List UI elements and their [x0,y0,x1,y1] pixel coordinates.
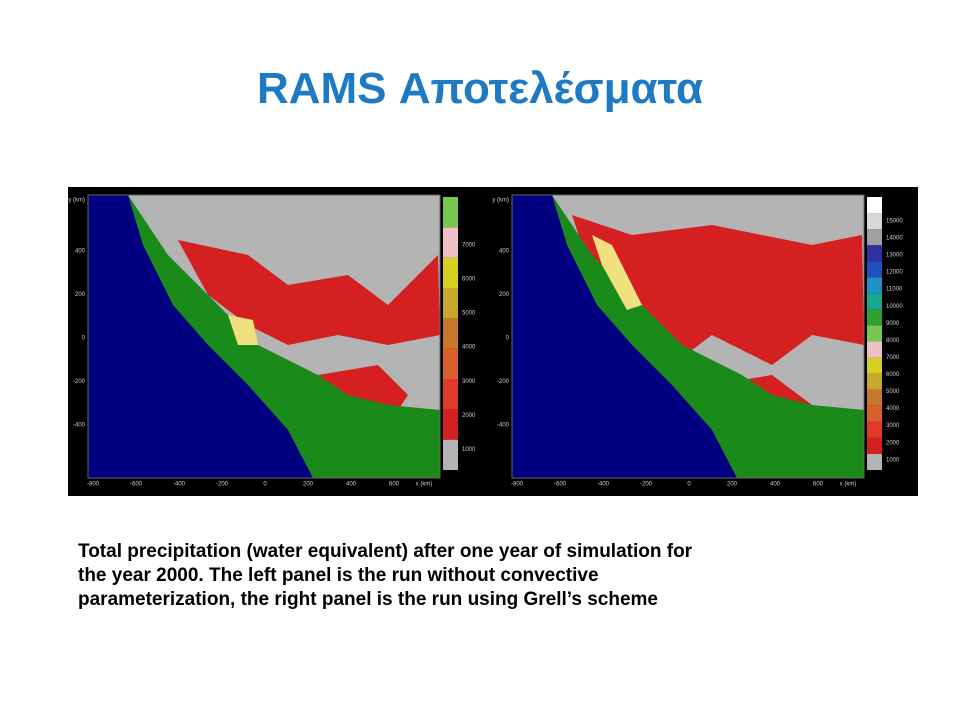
colorbar-swatch [867,293,882,310]
colorbar-label: 6000 [462,276,476,282]
y-tick-label: 400 [75,249,86,255]
x-tick-label: -600 [130,482,143,488]
x-axis-unit: x (km) [840,482,857,488]
caption-line: the year 2000. The left panel is the run… [78,565,599,586]
map-low-precip [118,195,440,478]
colorbar-swatch [867,197,882,214]
colorbar-label: 13000 [886,253,903,259]
x-tick-label: 0 [687,482,691,488]
map-peak [228,315,258,345]
x-tick-label: -600 [554,482,567,488]
colorbar-swatch [867,405,882,422]
x-tick-label: 600 [813,482,824,488]
x-tick-label: 200 [727,482,738,488]
x-tick-label: 400 [770,482,781,488]
colorbar-swatch [867,325,882,342]
colorbar-swatch [867,421,882,438]
colorbar-swatch [443,439,458,470]
map-ocean [512,195,737,478]
colorbar-swatch [867,277,882,294]
colorbar-label: 12000 [886,270,903,276]
y-tick-label: -400 [497,423,510,429]
colorbar-label: 2000 [462,413,476,419]
colorbar-label: 5000 [462,311,476,317]
colorbar-label: 7000 [462,242,476,248]
colorbar-swatch [867,261,882,278]
y-tick-label: -200 [73,379,86,385]
y-axis-unit: y (km) [492,198,509,204]
colorbar-swatch [443,288,458,319]
colorbar-label: 2000 [886,440,900,446]
colorbar-swatch [443,409,458,440]
map-low-precip [542,195,864,478]
colorbar-label: 11000 [886,287,903,293]
colorbar-label: 6000 [886,372,900,378]
colorbar-label: 1000 [886,457,900,463]
colorbar-swatch [867,453,882,470]
colorbar-label: 4000 [462,345,476,351]
y-tick-label: 0 [506,336,510,342]
y-tick-label: 200 [499,292,510,298]
x-tick-label: -200 [216,482,229,488]
colorbar-label: 3000 [462,379,476,385]
colorbar-label: 3000 [886,423,900,429]
colorbar-swatch [867,389,882,406]
colorbar-swatch [867,229,882,246]
colorbar-label: 14000 [886,236,903,242]
x-tick-label: 600 [389,482,400,488]
x-tick-label: -800 [511,482,524,488]
colorbar-label: 15000 [886,218,903,224]
y-axis-unit: y (km) [68,198,85,204]
map-peak [592,235,642,310]
y-tick-label: 200 [75,292,86,298]
x-tick-label: -400 [597,482,610,488]
colorbar-swatch [867,437,882,454]
map-frame [511,194,865,479]
colorbar-swatch [867,309,882,326]
colorbar-label: 4000 [886,406,900,412]
colorbar-swatch [867,245,882,262]
caption: Total precipitation (water equivalent) a… [78,540,692,612]
colorbar-swatch [443,197,458,228]
x-tick-label: 0 [263,482,267,488]
colorbar-label: 7000 [886,355,900,361]
colorbar-swatch [867,357,882,374]
y-tick-label: 400 [499,249,510,255]
colorbar-label: 5000 [886,389,900,395]
colorbar-swatch [867,373,882,390]
x-tick-label: -200 [640,482,653,488]
x-tick-label: -800 [87,482,100,488]
colorbar-swatch [443,348,458,379]
caption-line: Total precipitation (water equivalent) a… [78,541,693,562]
y-tick-label: -200 [497,379,510,385]
y-tick-label: -400 [73,423,86,429]
colorbar-label: 9000 [886,321,900,327]
x-axis-unit: x (km) [416,482,433,488]
colorbar-label: 1000 [462,447,476,453]
colorbar-swatch [443,257,458,288]
x-tick-label: -400 [173,482,186,488]
colorbar-swatch [443,227,458,258]
slide-title: RAMS Αποτελέσματα [256,64,704,113]
colorbar-swatch [867,341,882,358]
colorbar-swatch [443,379,458,410]
figure: -800 -600 -400 -200 0 200 400 600 x (km)4002000-… [68,187,918,496]
y-tick-label: 0 [82,336,86,342]
colorbar-swatch [867,213,882,230]
x-tick-label: 400 [346,482,357,488]
colorbar-label: 10000 [886,304,903,310]
colorbar-swatch [443,318,458,349]
colorbar-label: 8000 [886,338,900,344]
map-ocean [88,195,313,478]
map-frame [87,194,441,479]
x-tick-label: 200 [303,482,314,488]
caption-line: parameterization, the right panel is the… [78,589,658,610]
